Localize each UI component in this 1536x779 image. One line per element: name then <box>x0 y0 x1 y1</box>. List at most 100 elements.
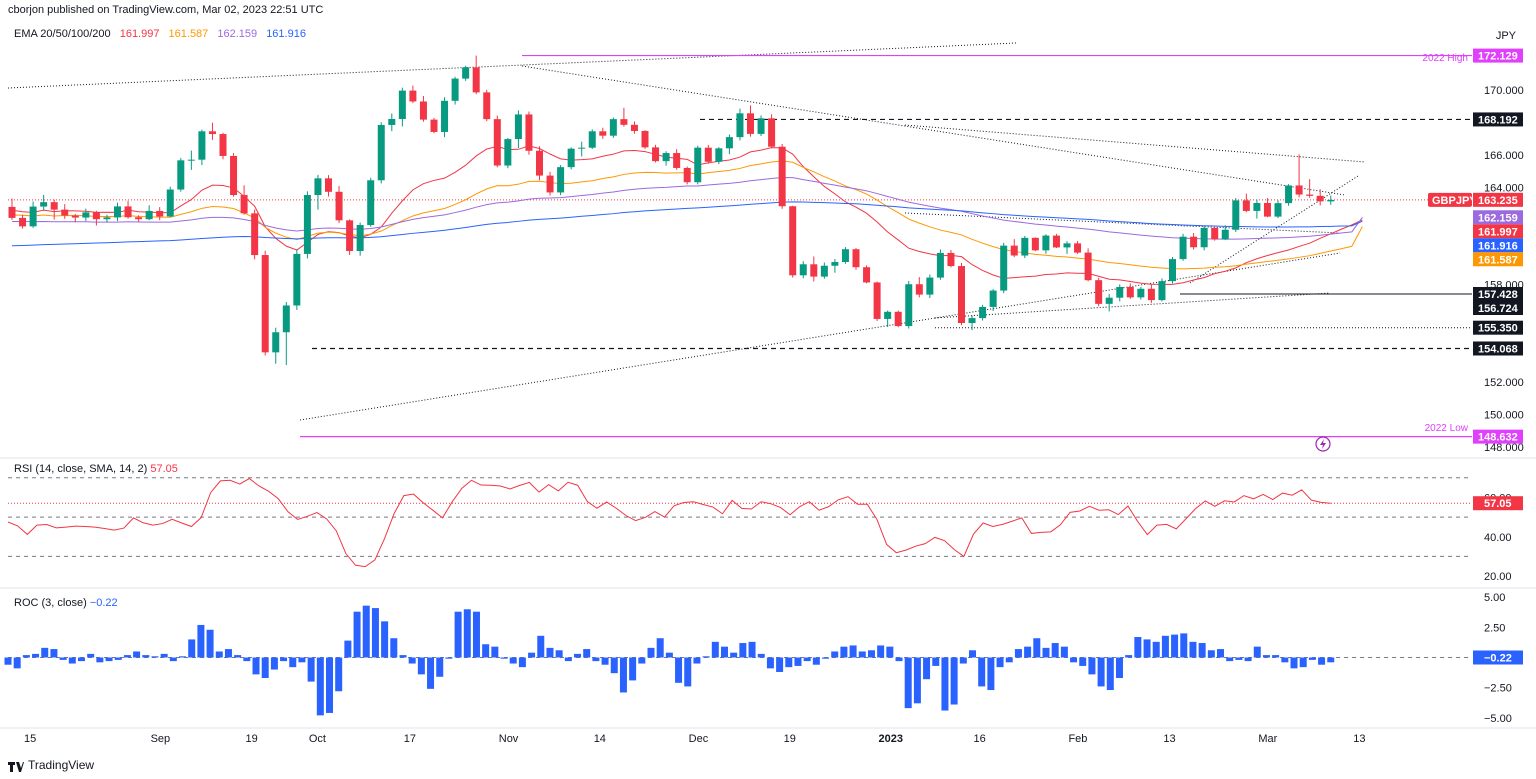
candle-body <box>1263 202 1271 217</box>
candle <box>1242 193 1250 213</box>
price-tag: 162.159 <box>1473 210 1523 225</box>
candle-body <box>652 147 660 162</box>
roc-bar <box>1299 657 1307 668</box>
candle-body <box>430 119 438 132</box>
candle-body <box>1063 243 1071 248</box>
candle <box>1105 294 1113 312</box>
candle <box>208 122 216 140</box>
candle <box>92 210 100 226</box>
candle-body <box>989 290 997 307</box>
price-axis-tick: 166.000 <box>1484 150 1524 162</box>
price-tag: 161.997 <box>1473 224 1523 239</box>
candle-body <box>208 131 216 135</box>
roc-bar <box>206 629 214 658</box>
tradingview-footer[interactable]: TradingView <box>8 758 94 772</box>
symbol-tag-bg <box>1428 192 1472 207</box>
candle <box>905 280 913 329</box>
candle <box>1137 286 1145 300</box>
trendline-descending <box>521 65 1346 196</box>
roc-bar <box>720 646 728 658</box>
candle-body <box>1158 281 1166 301</box>
candle-body <box>356 225 364 251</box>
roc-bar <box>298 657 306 663</box>
price-tag: 168.192 <box>1473 112 1523 127</box>
roc-bar <box>243 657 251 662</box>
roc-legend[interactable]: ROC (3, close) −0.22 <box>14 597 118 609</box>
candle <box>1158 278 1166 302</box>
roc-bar <box>316 657 324 716</box>
roc-bar <box>932 657 940 666</box>
candle-body <box>156 210 164 217</box>
roc-bar <box>518 657 526 668</box>
roc-bar <box>261 657 269 678</box>
candle <box>989 289 997 311</box>
price-axis-tick: 170.000 <box>1484 85 1524 97</box>
candle <box>198 129 206 166</box>
candle <box>1010 239 1018 258</box>
candle-body <box>1221 229 1229 240</box>
roc-bar <box>748 641 756 658</box>
roc-bar <box>77 657 85 662</box>
roc-bar <box>849 645 857 658</box>
candle-body <box>261 255 269 353</box>
candle <box>135 215 143 222</box>
roc-bar <box>1327 657 1335 663</box>
price-tag: 161.916 <box>1473 238 1523 253</box>
roc-bar <box>4 657 12 665</box>
price-tag-text: 157.428 <box>1478 289 1518 301</box>
candle <box>630 121 638 134</box>
roc-bar <box>794 657 802 666</box>
candle <box>557 165 565 196</box>
candle <box>1179 233 1187 261</box>
roc-bar <box>1060 646 1068 658</box>
time-axis-tick: 15 <box>24 733 36 745</box>
candle <box>852 248 860 270</box>
candle <box>377 122 385 184</box>
ema-legend[interactable]: EMA 20/50/100/200 161.997 161.587 162.15… <box>14 28 312 40</box>
candle-body <box>968 318 976 323</box>
candle <box>768 114 776 149</box>
roc-bar <box>913 657 921 704</box>
candle-body <box>694 147 702 183</box>
roc-bar <box>757 653 765 658</box>
candle <box>187 150 195 170</box>
candle <box>915 277 923 298</box>
candle-body <box>504 139 512 166</box>
roc-bar <box>996 657 1004 668</box>
roc-bar <box>629 657 637 681</box>
candle-body <box>1253 202 1261 211</box>
candle <box>462 65 470 81</box>
candle-body <box>609 119 617 136</box>
candle <box>419 95 427 122</box>
price-tag-text: 161.997 <box>1478 226 1518 238</box>
candle <box>356 222 364 256</box>
time-axis-tick: Dec <box>689 733 709 745</box>
candle-body <box>240 195 248 214</box>
price-tag-bg <box>1473 429 1523 444</box>
candle-body <box>398 90 406 119</box>
roc-bar <box>142 655 150 658</box>
roc-bar <box>1290 657 1298 669</box>
candle-body <box>1010 245 1018 256</box>
price-tag-text: 162.159 <box>1478 212 1518 224</box>
roc-bar <box>1235 657 1243 660</box>
roc-bar <box>1207 650 1215 658</box>
roc-bar <box>280 657 288 662</box>
price-tag-text: 161.916 <box>1478 240 1518 252</box>
candle <box>1042 234 1050 254</box>
candle <box>1285 184 1293 206</box>
candle-body <box>894 311 902 327</box>
candle-body <box>789 206 797 276</box>
time-axis-tick: Mar <box>1258 733 1277 745</box>
ema200-line <box>11 201 1363 247</box>
rsi-legend[interactable]: RSI (14, close, SMA, 14, 2) 57.05 <box>14 463 178 475</box>
lightning-icon <box>1315 436 1331 452</box>
candle <box>1200 226 1208 251</box>
candle <box>1263 198 1271 218</box>
roc-bar <box>1253 646 1261 658</box>
candle-body <box>282 305 290 333</box>
roc-bar <box>1152 641 1160 658</box>
candle <box>124 200 132 219</box>
roc-bar <box>1115 657 1123 678</box>
